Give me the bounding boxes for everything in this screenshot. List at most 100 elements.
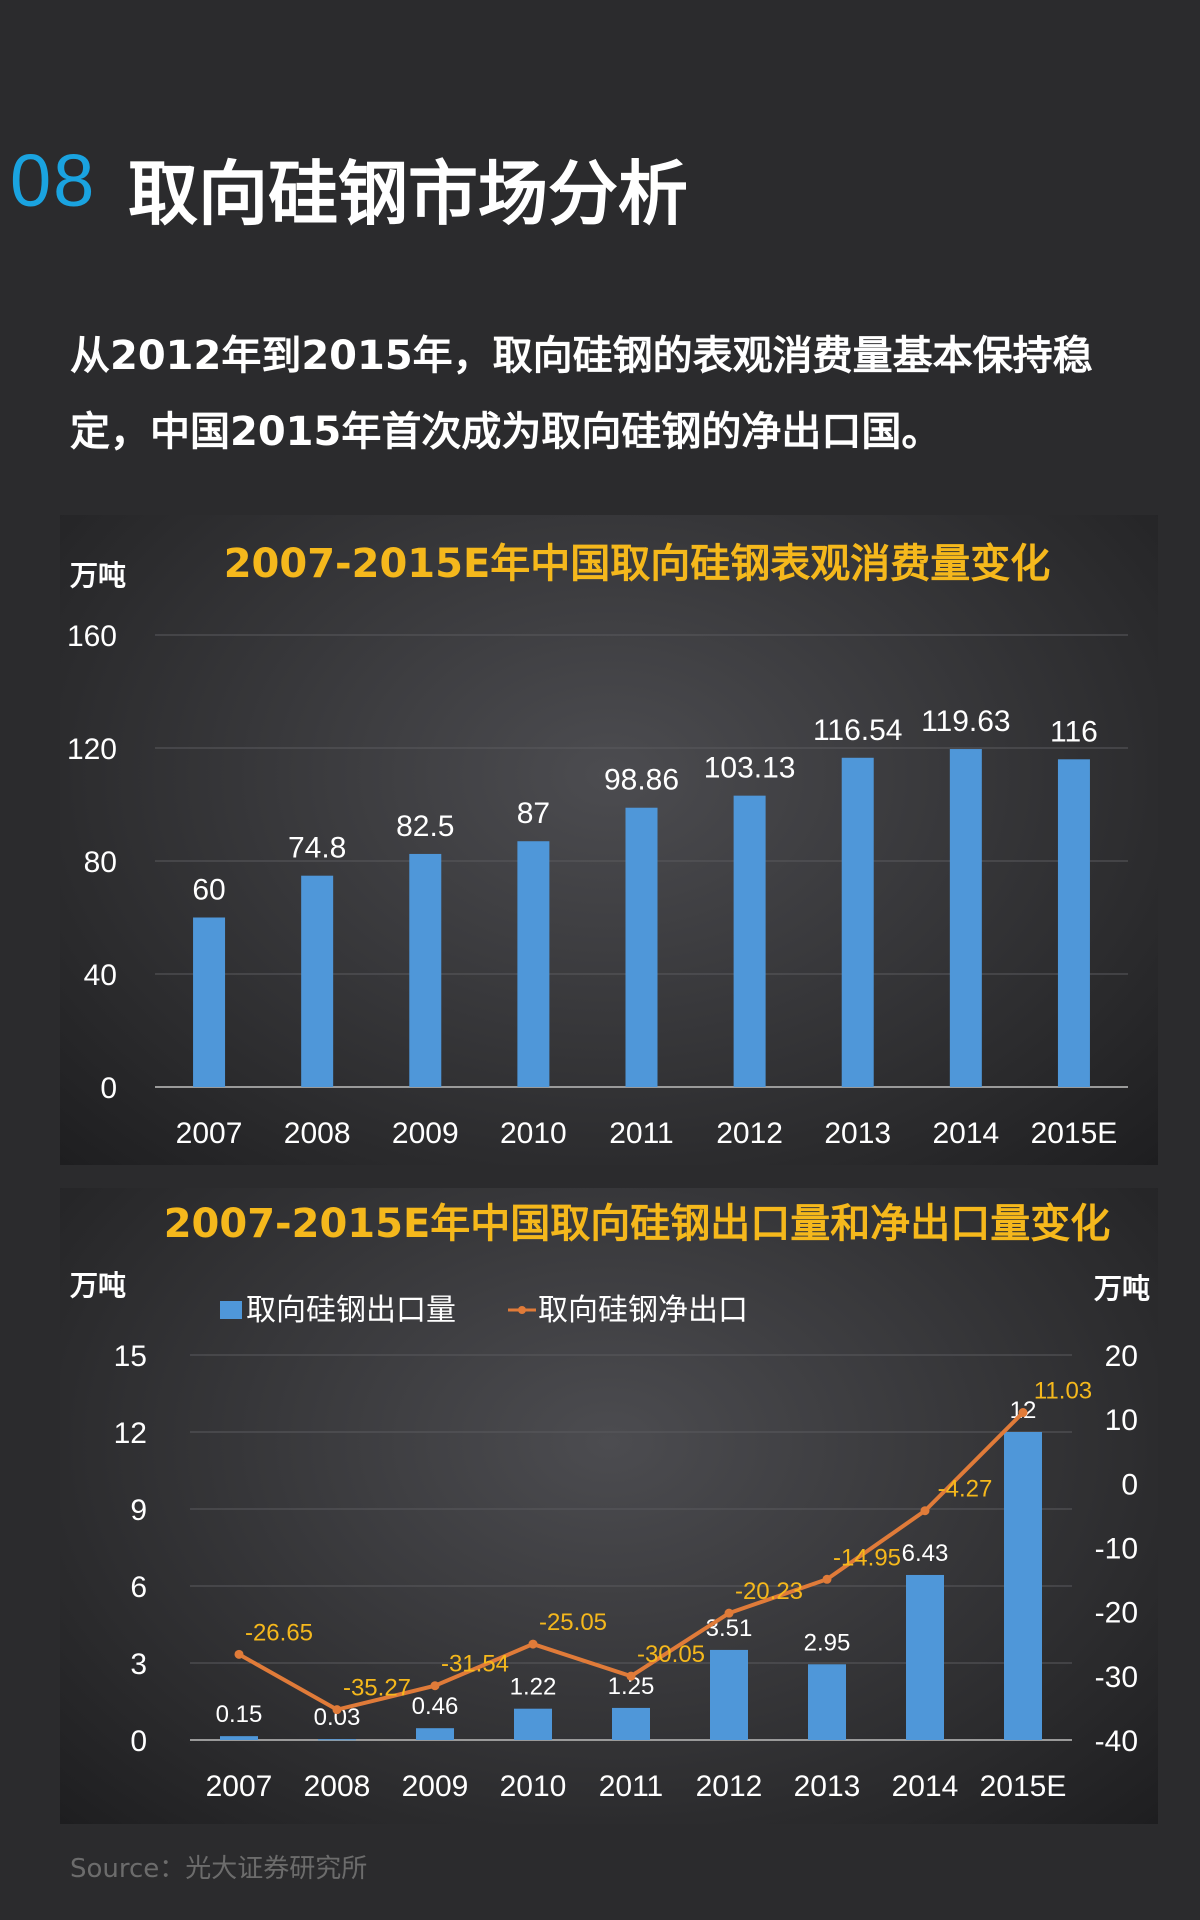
legend-label: 取向硅钢出口量 [246,1293,456,1328]
source-note: Source：光大证券研究所 [70,1854,368,1884]
y-tick-label-left: 6 [130,1571,147,1604]
legend-label: 取向硅钢净出口 [538,1293,748,1328]
x-tick-label: 2014 [892,1770,959,1803]
bar [906,1574,944,1740]
bar-data-label: 6.43 [902,1540,949,1567]
line-point [430,1681,440,1691]
line-data-label: -35.27 [343,1675,411,1702]
consumption-chart: 2007-2015E年中国取向硅钢表观消费量变化 万吨 0 40 80 120 160 60 2… [67,541,1128,1150]
y-tick-label: 160 [67,620,117,653]
bar [193,917,226,1087]
x-tick-label: 2015E [1031,1117,1118,1150]
bar [409,853,442,1087]
bar-data-label: 0.15 [216,1701,263,1728]
y-tick-label-left: 12 [114,1417,147,1450]
line-data-label: -14.95 [833,1544,901,1571]
line-point [234,1649,244,1659]
x-tick-label: 2013 [794,1770,861,1803]
bar [733,795,766,1087]
bar [808,1664,846,1740]
bar-data-label: 1.22 [510,1674,557,1701]
line-data-label: -25.05 [539,1609,607,1636]
legend-line-marker [518,1306,526,1314]
x-tick-label: 2015E [980,1770,1067,1803]
data-label: 60 [192,874,225,907]
bar-data-label: 3.51 [706,1615,753,1642]
section-number: 08 [10,139,97,222]
line-point [822,1574,832,1584]
bar-data-label: 0.46 [412,1693,459,1720]
export-chart-panel: 2007-2015E年中国取向硅钢出口量和净出口量变化万吨 万吨取向硅钢出口量 取向… [60,1188,1158,1824]
line-point [626,1671,636,1681]
y-tick-label-right: 10 [1105,1404,1138,1437]
y-tick-label: 0 [100,1072,117,1105]
line-data-label: -30.05 [637,1641,705,1668]
line-point [724,1608,734,1618]
y-axis-unit-left: 万吨 [70,1269,126,1302]
x-tick-label: 2011 [599,1770,664,1803]
bar [1004,1432,1042,1740]
chart-title: 2007-2015E年中国取向硅钢出口量和净出口量变化 [164,1201,1111,1247]
y-tick-label: 120 [67,733,117,766]
x-tick-label: 2012 [716,1117,783,1150]
bar [625,807,658,1087]
y-tick-label-left: 0 [130,1725,147,1758]
y-axis-unit: 万吨 [70,559,126,592]
data-label: 119.63 [921,705,1011,738]
bar [517,841,550,1087]
y-tick-label: 40 [84,959,117,992]
x-tick-label: 2011 [609,1117,674,1150]
x-tick-label: 2009 [402,1770,469,1803]
x-tick-label: 2008 [284,1117,351,1150]
bar [416,1728,454,1740]
data-label: 87 [517,797,550,830]
bar [612,1707,650,1740]
line-point [1018,1408,1028,1418]
y-tick-label-right: -20 [1095,1597,1138,1630]
x-tick-label: 2008 [304,1770,371,1803]
bar [220,1736,258,1740]
x-tick-label: 2010 [500,1770,567,1803]
y-tick-label-right: 20 [1105,1340,1138,1373]
y-tick-label-right: 0 [1121,1468,1138,1501]
line-point [920,1506,930,1516]
bar-data-label: 2.95 [804,1629,851,1656]
x-tick-label: 2013 [824,1117,891,1150]
line-data-label: -4.27 [938,1476,993,1503]
line-point [332,1705,342,1715]
bar [1057,759,1090,1087]
line-data-label: -31.54 [441,1651,509,1678]
y-tick-label-right: -10 [1095,1533,1138,1566]
data-label: 74.8 [288,832,346,865]
x-tick-label: 2009 [392,1117,459,1150]
x-tick-label: 2007 [206,1770,273,1803]
legend-bar-swatch [220,1301,242,1319]
line-data-label: -26.65 [245,1619,313,1646]
data-label: 103.13 [704,752,796,785]
y-axis-unit-right: 万吨 [1094,1272,1150,1305]
x-tick-label: 2010 [500,1117,567,1150]
line-point [528,1639,538,1649]
section-header: 08 取向硅钢市场分析 [0,130,1200,240]
page-title: 取向硅钢市场分析 [128,153,688,235]
bar [318,1739,356,1741]
y-tick-label: 80 [84,846,117,879]
data-label: 116 [1050,715,1098,748]
bar [514,1708,552,1740]
y-tick-label-left: 3 [130,1648,147,1681]
y-tick-label-right: -40 [1095,1725,1138,1758]
consumption-chart-panel: 2007-2015E年中国取向硅钢表观消费量变化 万吨 0 40 80 120 160 60 2… [60,515,1158,1165]
line-data-label: -20.23 [735,1578,803,1605]
bar [301,875,334,1087]
data-label: 98.86 [604,764,679,797]
bar [949,749,982,1087]
chart-title: 2007-2015E年中国取向硅钢表观消费量变化 [224,541,1051,587]
line-data-label: 11.03 [1034,1378,1092,1405]
y-tick-label-left: 15 [114,1340,147,1373]
bar [710,1649,748,1740]
x-tick-label: 2007 [176,1117,243,1150]
y-tick-label-left: 9 [130,1494,147,1527]
data-label: 82.5 [396,810,454,843]
y-tick-label-right: -30 [1095,1661,1138,1694]
